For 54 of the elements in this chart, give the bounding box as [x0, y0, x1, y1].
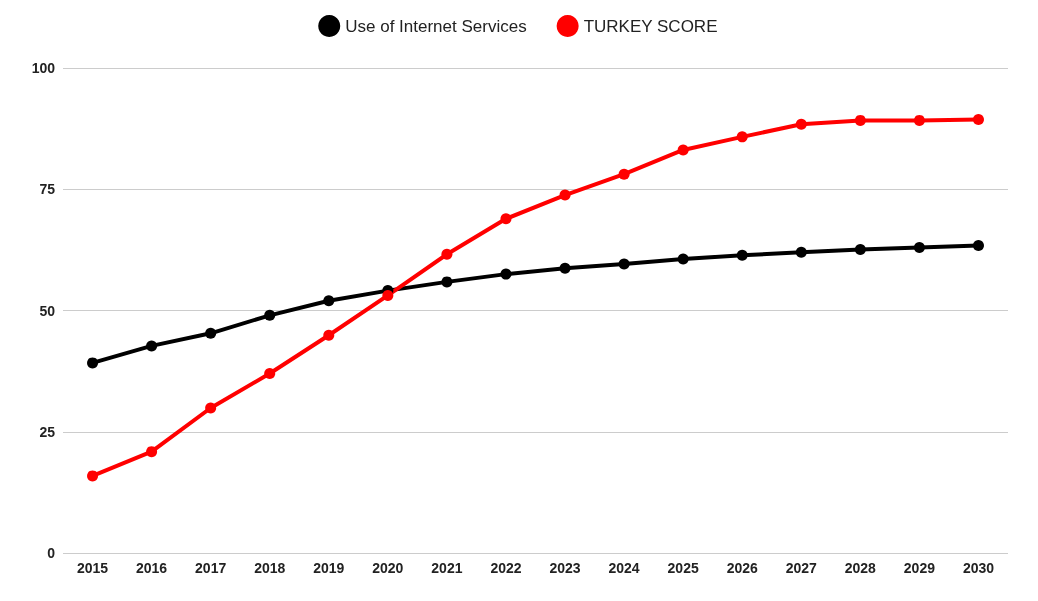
point — [618, 168, 630, 180]
point — [618, 258, 630, 270]
x-tick-label: 2025 — [667, 560, 699, 576]
y-tick-label: 0 — [47, 545, 56, 561]
y-tick-label: 75 — [39, 181, 56, 198]
point — [913, 241, 925, 253]
point — [441, 276, 453, 288]
x-tick-label: 2029 — [903, 560, 936, 576]
x-tick-label: 2015 — [76, 560, 109, 576]
point — [500, 268, 512, 280]
x-tick-label: 2019 — [313, 560, 345, 576]
point — [146, 446, 158, 458]
point — [854, 243, 866, 255]
point — [382, 289, 394, 301]
legend-label: Use of Internet Services — [345, 16, 527, 36]
point — [264, 368, 276, 380]
point — [559, 262, 571, 274]
point — [205, 327, 217, 339]
point — [146, 340, 158, 352]
point — [795, 246, 807, 258]
point — [264, 309, 276, 321]
x-tick-label: 2027 — [785, 560, 818, 576]
point — [500, 213, 512, 225]
x-tick-label: 2026 — [726, 560, 758, 576]
x-tick-label: 2018 — [254, 560, 286, 576]
x-tick-label: 2023 — [549, 560, 581, 576]
point — [795, 118, 807, 130]
point — [854, 114, 866, 126]
legend-label: TURKEY SCORE — [583, 16, 718, 36]
x-tick-label: 2017 — [195, 560, 227, 576]
point — [972, 240, 984, 252]
point — [677, 253, 689, 265]
x-tick-label: 2030 — [962, 560, 995, 576]
point — [441, 248, 453, 260]
y-tick-label: 25 — [39, 423, 56, 440]
point — [972, 113, 984, 125]
point — [87, 357, 99, 369]
point — [677, 144, 689, 156]
point — [87, 470, 99, 482]
point — [913, 114, 925, 126]
point — [736, 131, 748, 143]
point — [205, 402, 217, 414]
point — [559, 189, 571, 201]
y-tick-label: 50 — [39, 302, 56, 319]
x-tick-label: 2022 — [490, 560, 522, 576]
point — [736, 249, 748, 261]
point — [323, 329, 335, 341]
x-tick-label: 2016 — [136, 560, 168, 576]
x-tick-label: 2024 — [608, 560, 640, 576]
y-tick-label: 100 — [31, 60, 56, 76]
x-tick-label: 2021 — [431, 560, 463, 576]
x-tick-label: 2028 — [844, 560, 877, 576]
point — [323, 295, 335, 307]
x-tick-label: 2020 — [372, 560, 404, 576]
